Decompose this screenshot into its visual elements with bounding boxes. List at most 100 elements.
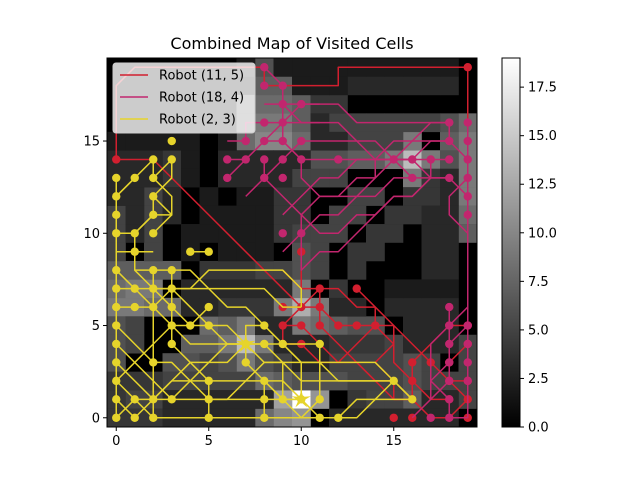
heatmap-cell bbox=[366, 224, 385, 243]
series-point bbox=[167, 155, 176, 164]
x-tick-label: 10 bbox=[293, 434, 310, 449]
heatmap-cell bbox=[366, 408, 385, 427]
series-point bbox=[463, 339, 472, 349]
series-path bbox=[282, 177, 413, 253]
series-point bbox=[112, 173, 121, 183]
colorbar-ticks: 0.0 2.5 5.0 7.5 10.0 12.5 15.0 17.5 bbox=[520, 81, 557, 436]
series-point bbox=[334, 321, 343, 330]
series-point bbox=[297, 229, 306, 238]
series-point bbox=[334, 413, 343, 422]
heatmap-cell bbox=[403, 76, 422, 96]
series-point bbox=[112, 358, 121, 367]
heatmap-cell bbox=[125, 205, 145, 225]
legend-label: Robot (11, 5) bbox=[159, 69, 244, 84]
series-point bbox=[204, 302, 213, 312]
series-point bbox=[130, 413, 139, 422]
heatmap-cell bbox=[421, 316, 441, 336]
series-point bbox=[463, 192, 472, 201]
series-point bbox=[149, 229, 158, 238]
heatmap-cell bbox=[347, 260, 367, 280]
series-point bbox=[315, 413, 324, 422]
series-point bbox=[167, 321, 176, 330]
heatmap-cell bbox=[440, 242, 459, 262]
series-point bbox=[445, 376, 454, 386]
plot-axes: 0 5 10 15 0 5 10 15 bbox=[83, 57, 478, 449]
series-point bbox=[149, 284, 158, 293]
heatmap-cell bbox=[329, 297, 348, 317]
series-point bbox=[297, 321, 306, 330]
series-point bbox=[463, 376, 472, 386]
heatmap-cell bbox=[144, 242, 163, 262]
series-path bbox=[171, 270, 210, 418]
heatmap-cell bbox=[366, 76, 385, 96]
series-point bbox=[445, 155, 454, 164]
legend: Robot (11, 5) Robot (18, 4) Robot (2, 3) bbox=[112, 62, 256, 134]
heatmap-cell bbox=[421, 187, 441, 206]
series-point bbox=[445, 321, 454, 330]
series-point bbox=[463, 118, 472, 127]
plot-frame bbox=[106, 57, 478, 428]
heatmap-cell bbox=[347, 76, 367, 96]
series-point bbox=[445, 395, 454, 404]
series-point bbox=[167, 265, 176, 275]
colorbar-tick-label: 10.0 bbox=[528, 226, 557, 241]
series-point bbox=[112, 339, 121, 349]
series-point bbox=[426, 155, 435, 164]
series-point bbox=[389, 376, 398, 386]
series-point bbox=[352, 284, 361, 293]
heatmap-cell bbox=[421, 76, 441, 96]
series-path bbox=[116, 287, 302, 308]
series-2 bbox=[223, 63, 472, 422]
series-point bbox=[408, 358, 417, 367]
series-point bbox=[241, 358, 250, 367]
heatmap-cell bbox=[403, 279, 422, 299]
heatmap-cell bbox=[384, 297, 404, 317]
heatmap-cell bbox=[421, 260, 441, 280]
heatmap-cell bbox=[421, 297, 441, 317]
heatmap-cell bbox=[403, 205, 422, 225]
heatmap-cell bbox=[440, 224, 459, 243]
heatmap-cell bbox=[255, 224, 274, 243]
heatmap-cell bbox=[366, 242, 385, 262]
colorbar-tick-label: 2.5 bbox=[528, 372, 549, 387]
series-point bbox=[260, 155, 269, 164]
heatmap-cell bbox=[310, 260, 330, 280]
series-point bbox=[260, 63, 269, 72]
heatmap-cell bbox=[125, 131, 145, 151]
heatmap-cell bbox=[310, 58, 330, 77]
series-point bbox=[167, 302, 176, 312]
series-point bbox=[112, 229, 121, 238]
series-point bbox=[315, 284, 324, 293]
series-star-marker bbox=[236, 334, 256, 353]
series-point bbox=[167, 395, 176, 404]
series-point bbox=[149, 265, 158, 275]
series-point bbox=[463, 321, 472, 330]
series-point bbox=[204, 395, 213, 404]
series-point bbox=[167, 284, 176, 293]
series-point bbox=[149, 395, 158, 404]
series-path bbox=[152, 195, 173, 234]
series-star-marker bbox=[291, 389, 311, 408]
series-point bbox=[112, 210, 121, 220]
heatmap-cell bbox=[403, 316, 422, 336]
heatmap-cell bbox=[236, 224, 256, 243]
colorbar-tick-label: 7.5 bbox=[528, 275, 549, 290]
series-point bbox=[112, 284, 121, 293]
series-point bbox=[112, 413, 121, 422]
series-point bbox=[186, 247, 195, 256]
series-point bbox=[463, 136, 472, 146]
series-point bbox=[278, 118, 287, 127]
series-point bbox=[278, 395, 287, 404]
series-point bbox=[297, 136, 306, 146]
heatmap-cell bbox=[440, 260, 459, 280]
series-point bbox=[389, 155, 398, 164]
series-point bbox=[167, 339, 176, 349]
colorbar-gradient bbox=[501, 57, 521, 428]
x-tick-label: 5 bbox=[205, 434, 213, 449]
series-point bbox=[389, 413, 398, 422]
series-point bbox=[223, 155, 232, 164]
series-point bbox=[445, 339, 454, 349]
heatmap-cell bbox=[384, 76, 404, 96]
series-point bbox=[315, 395, 324, 404]
heatmap-cell bbox=[421, 242, 441, 262]
